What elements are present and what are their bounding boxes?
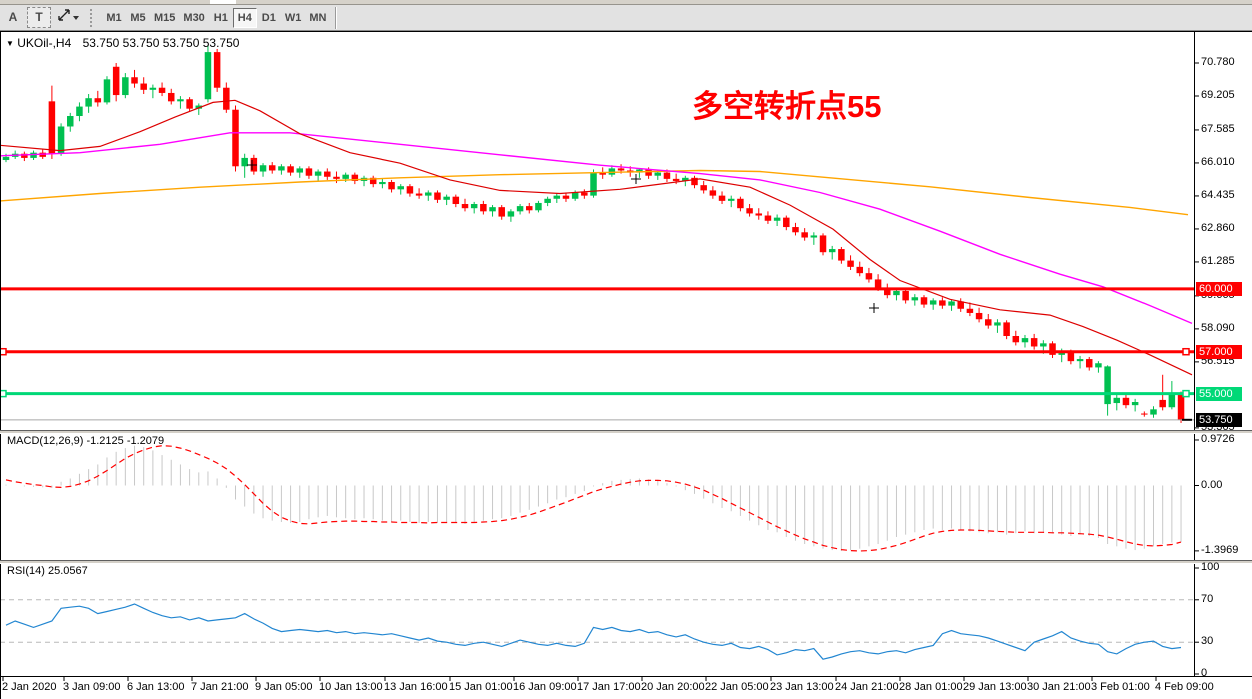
timeframe-button-MN[interactable]: MN: [305, 8, 330, 28]
chart-canvas[interactable]: [0, 31, 1252, 699]
chart-toolbar: A T M1 M5 M15 M30 H1 H4 D1 W1 MN: [0, 5, 1252, 31]
symbol-dropdown-icon[interactable]: ▼: [6, 39, 14, 48]
toolbar-grip[interactable]: [90, 8, 96, 27]
timeframe-button-M30[interactable]: M30: [179, 8, 208, 28]
timeframe-button-M5[interactable]: M5: [126, 8, 150, 28]
pane-separator-macd[interactable]: [0, 430, 1252, 434]
toolbar-separator: [335, 6, 338, 29]
toolbar-fragment: [210, 0, 236, 4]
timeframe-button-M1[interactable]: M1: [102, 8, 126, 28]
text-tool-button[interactable]: T: [27, 7, 51, 28]
text-annotation-button[interactable]: A: [1, 7, 25, 28]
timeframe-button-H4[interactable]: H4: [232, 7, 257, 28]
arrow-objects-button[interactable]: [53, 7, 85, 28]
macd-indicator-label: MACD(12,26,9) -1.2125 -1.2079: [7, 435, 165, 447]
chart-symbol-label: UKOil-,H4: [17, 36, 72, 50]
dropdown-caret-icon: [73, 15, 79, 20]
chart-title: ▼ UKOil-,H4 53.750 53.750 53.750 53.750: [6, 36, 239, 50]
rsi-indicator-label: RSI(14) 25.0567: [7, 565, 88, 577]
chart-text-annotation[interactable]: 多空转折点55: [692, 89, 882, 124]
timeframe-button-W1[interactable]: W1: [281, 8, 306, 28]
chart-ohlc-values: 53.750 53.750 53.750 53.750: [82, 36, 240, 50]
timeframe-button-M15[interactable]: M15: [150, 8, 179, 28]
window-top-strip: [0, 0, 1252, 5]
timeframe-button-D1[interactable]: D1: [257, 8, 281, 28]
chart-window[interactable]: 70.780 69.205 67.585 66.010 64.435 62.860 61.2…: [0, 31, 1252, 699]
scale-arrows-icon: [57, 8, 71, 28]
timeframe-group: M1 M5 M15 M30 H1 H4 D1 W1 MN: [102, 7, 330, 28]
timeframe-button-H1[interactable]: H1: [209, 8, 233, 28]
pane-separator-rsi[interactable]: [0, 560, 1252, 564]
